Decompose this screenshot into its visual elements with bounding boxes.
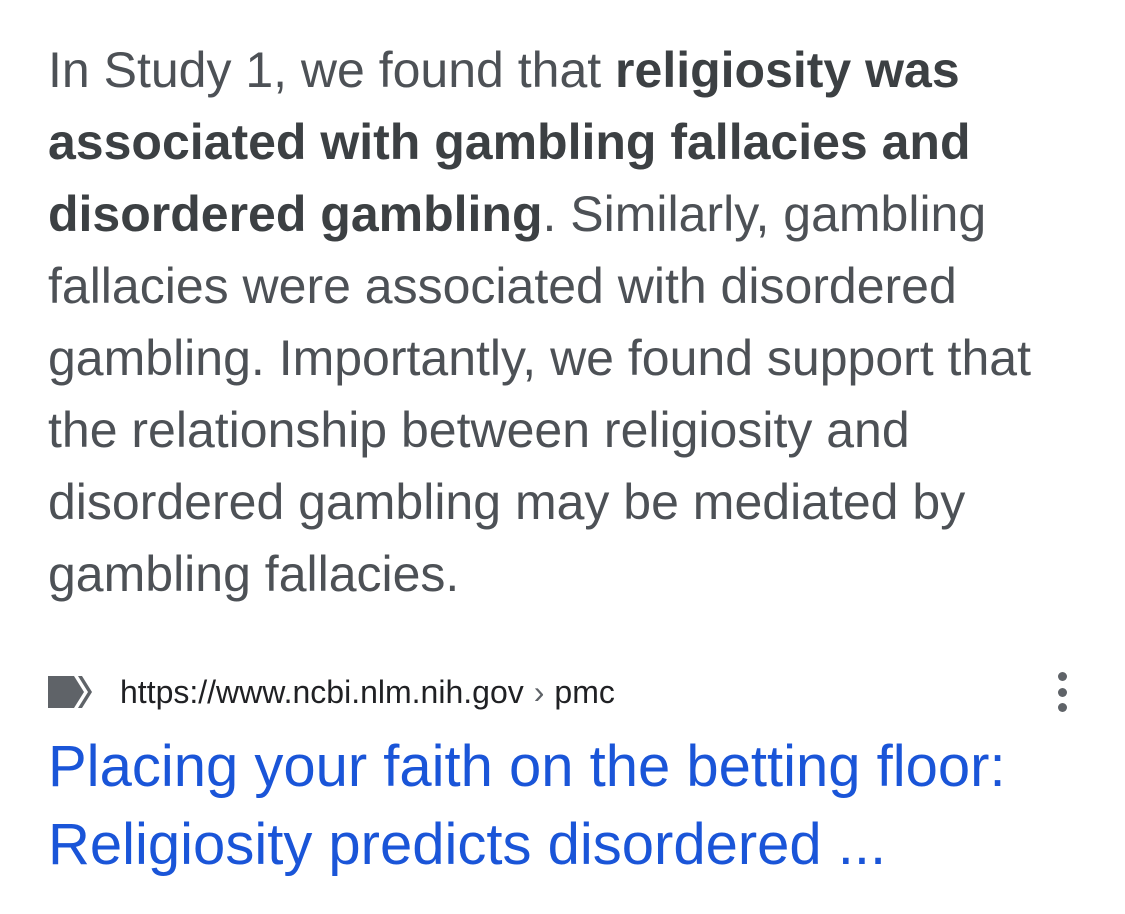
kebab-dot [1057,672,1067,681]
kebab-dot [1057,703,1067,712]
ncbi-logo-icon [48,672,98,712]
more-vertical-icon[interactable] [1052,672,1072,712]
kebab-dot [1057,687,1067,697]
result-source[interactable]: https://www.ncbi.nlm.nih.gov › pmc [48,664,1078,720]
result-title-link[interactable]: Placing your faith on the betting floor:… [48,734,1006,877]
url-separator: › [533,673,545,710]
result-snippet: In Study 1, we found that religiosity wa… [48,34,1078,610]
ncbi-logo-icon-svg [48,676,92,708]
result-url[interactable]: https://www.ncbi.nlm.nih.gov › pmc [120,674,615,711]
snippet-highlight: religiosity was associated with gambling… [48,42,971,242]
snippet-text-start: In Study 1, we found that [48,42,616,98]
snippet-text-end: . Similarly, gambling fallacies were ass… [48,186,1031,602]
url-base: https://www.ncbi.nlm.nih.gov [120,673,524,710]
url-path: pmc [554,673,615,710]
